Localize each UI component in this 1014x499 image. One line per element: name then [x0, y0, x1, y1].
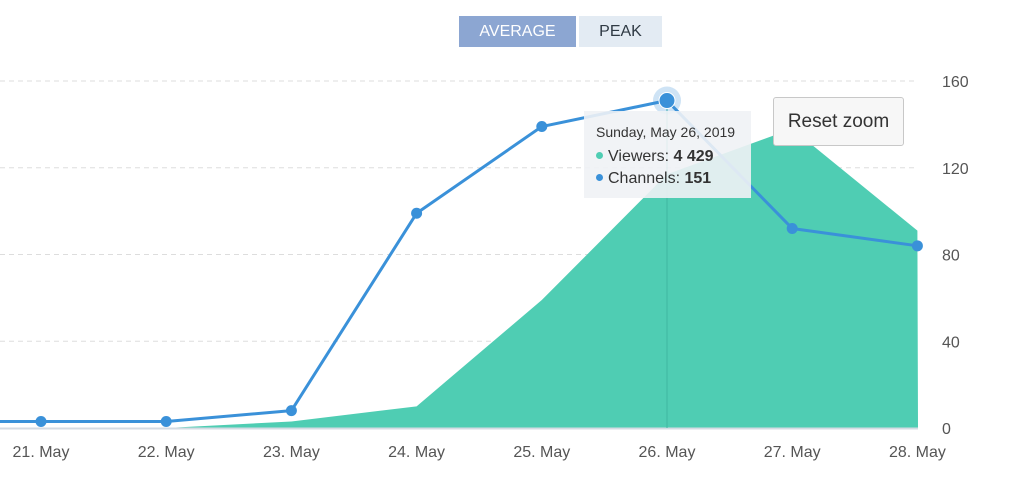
channels-point: [285, 405, 297, 417]
y-tick-label: 40: [942, 334, 960, 351]
tooltip-channels-label: Channels:: [608, 170, 681, 187]
y-tick-label: 0: [942, 421, 951, 438]
tooltip-viewers-row: Viewers: 4 429: [596, 146, 751, 168]
x-tick-label: 27. May: [764, 444, 821, 461]
x-tick-label: 24. May: [388, 444, 445, 461]
channels-point: [35, 415, 47, 427]
y-tick-label: 120: [942, 161, 969, 178]
channels-dot-icon: [596, 174, 603, 182]
peak-toggle-button[interactable]: PEAK: [579, 16, 662, 47]
x-tick-label: 25. May: [513, 444, 570, 461]
tooltip-viewers-label: Viewers:: [608, 148, 670, 165]
tooltip-channels-row: Channels: 151: [596, 168, 751, 190]
x-tick-label: 26. May: [639, 444, 696, 461]
reset-zoom-button[interactable]: Reset zoom: [773, 97, 904, 146]
x-tick-label: 28. May: [889, 444, 946, 461]
y-tick-label: 160: [942, 74, 969, 91]
x-tick-label: 21. May: [13, 444, 70, 461]
average-toggle-button[interactable]: AVERAGE: [459, 16, 576, 47]
x-tick-label: 22. May: [138, 444, 195, 461]
channels-point: [536, 121, 548, 133]
channels-point: [411, 207, 423, 219]
channels-point: [160, 415, 172, 427]
x-tick-label: 23. May: [263, 444, 320, 461]
tooltip-viewers-value: 4 429: [673, 148, 714, 165]
channels-point: [786, 222, 798, 234]
viewers-dot-icon: [596, 152, 603, 160]
channels-point: [658, 92, 676, 110]
viewers-area: [0, 128, 918, 428]
tooltip-channels-value: 151: [684, 170, 712, 187]
chart-tooltip: Sunday, May 26, 2019 Viewers: 4 429 Chan…: [584, 111, 751, 198]
tooltip-date: Sunday, May 26, 2019: [596, 124, 736, 140]
channels-point: [911, 240, 923, 252]
y-tick-label: 80: [942, 248, 960, 265]
